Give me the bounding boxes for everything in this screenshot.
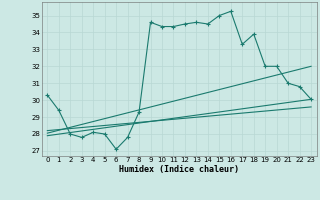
X-axis label: Humidex (Indice chaleur): Humidex (Indice chaleur) (119, 165, 239, 174)
